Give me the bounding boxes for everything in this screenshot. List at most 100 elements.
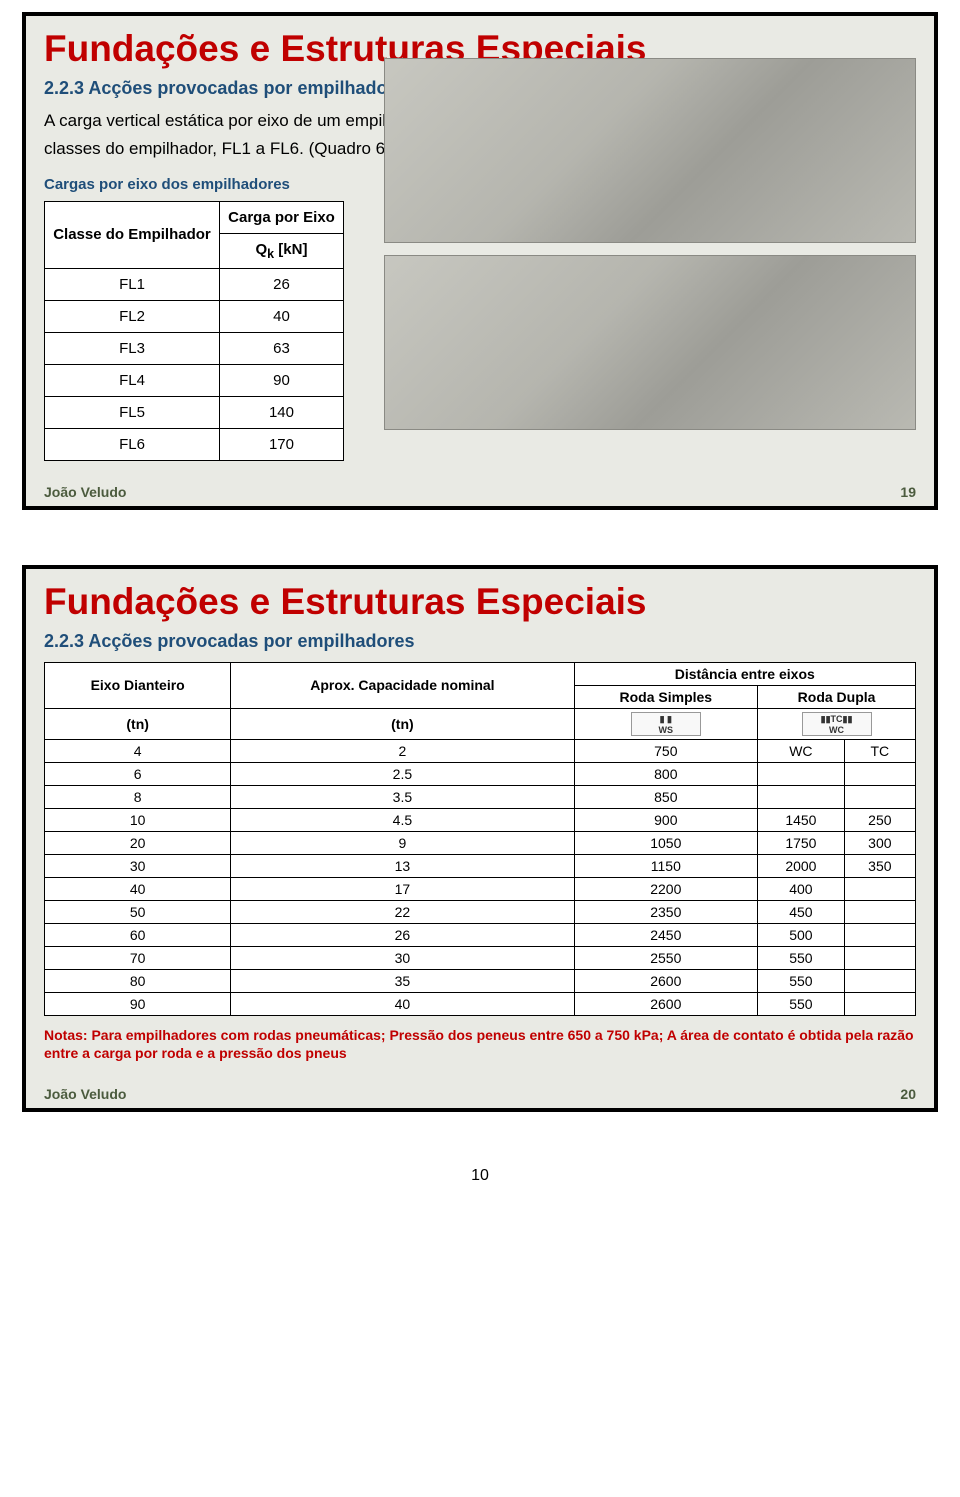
- table-row: FL490: [45, 364, 344, 396]
- table-row: 60262450500: [45, 923, 916, 946]
- cell: 2200: [574, 877, 758, 900]
- page-number: 10: [22, 1167, 938, 1185]
- th-unit1: (tn): [45, 708, 231, 739]
- slide-footer: João Veludo 20: [44, 1086, 916, 1102]
- forklift-image-2: [384, 255, 916, 430]
- cell: 300: [844, 831, 915, 854]
- cell: 20: [45, 831, 231, 854]
- footer-author: João Veludo: [44, 484, 126, 500]
- th-unit2: (tn): [231, 708, 574, 739]
- cell: 350: [844, 854, 915, 877]
- cell: 2350: [574, 900, 758, 923]
- cell: FL2: [45, 300, 220, 332]
- cell: 2.5: [231, 762, 574, 785]
- cell: 140: [219, 396, 343, 428]
- cell: [844, 992, 915, 1015]
- cell: 550: [758, 992, 845, 1015]
- cell: 550: [758, 946, 845, 969]
- table-row: FL5140: [45, 396, 344, 428]
- cell: 30: [231, 946, 574, 969]
- cell: [844, 762, 915, 785]
- cell: 1450: [758, 808, 845, 831]
- th-carga-bottom: Qk [kN]: [219, 233, 343, 268]
- intro-text-pre: A carga vertical estática por eixo de um…: [44, 111, 438, 130]
- cell: 63: [219, 332, 343, 364]
- cell: 250: [844, 808, 915, 831]
- cell: 450: [758, 900, 845, 923]
- table1-caption: Cargas por eixo dos empilhadores: [44, 176, 364, 193]
- cell: 90: [45, 992, 231, 1015]
- th-unit: [kN]: [274, 241, 307, 258]
- table-row: FL6170: [45, 428, 344, 460]
- cell: FL6: [45, 428, 220, 460]
- cell: [844, 785, 915, 808]
- cell: 9: [231, 831, 574, 854]
- th-diagram-simples: ▮ ▮WS: [574, 708, 758, 739]
- cell: 35: [231, 969, 574, 992]
- cell: [844, 923, 915, 946]
- table-row: 80352600550: [45, 969, 916, 992]
- cell: 750: [574, 739, 758, 762]
- slide-1: Fundações e Estruturas Especiais 2.2.3 A…: [22, 12, 938, 510]
- footer-page: 20: [900, 1086, 916, 1102]
- cell: 800: [574, 762, 758, 785]
- footer-author: João Veludo: [44, 1086, 126, 1102]
- th-dist: Distância entre eixos: [574, 662, 916, 685]
- cell: [844, 969, 915, 992]
- th-dupla: Roda Dupla: [758, 685, 916, 708]
- notes-text: Notas: Para empilhadores com rodas pneum…: [44, 1026, 916, 1064]
- cell: 850: [574, 785, 758, 808]
- cell: 2600: [574, 992, 758, 1015]
- th-var: Q: [256, 241, 268, 258]
- cell: 2: [231, 739, 574, 762]
- cell: 30: [45, 854, 231, 877]
- table-row: 83.5850: [45, 785, 916, 808]
- cell: [758, 762, 845, 785]
- cell: 90: [219, 364, 343, 396]
- cell: [844, 900, 915, 923]
- cell: 40: [231, 992, 574, 1015]
- table-distancia: Eixo Dianteiro Aprox. Capacidade nominal…: [44, 662, 916, 1016]
- cell: 26: [219, 268, 343, 300]
- cell: FL3: [45, 332, 220, 364]
- cell: 3.5: [231, 785, 574, 808]
- table-row: 62.5800: [45, 762, 916, 785]
- cell: FL4: [45, 364, 220, 396]
- table-row: 20910501750300: [45, 831, 916, 854]
- cell: FL5: [45, 396, 220, 428]
- footer-page: 19: [900, 484, 916, 500]
- cell: 1150: [574, 854, 758, 877]
- slide-2: Fundações e Estruturas Especiais 2.2.3 A…: [22, 565, 938, 1113]
- slide-footer: João Veludo 19: [44, 484, 916, 500]
- cell: [844, 877, 915, 900]
- th-carga-top: Carga por Eixo: [219, 201, 343, 233]
- cell: 70: [45, 946, 231, 969]
- cell: 26: [231, 923, 574, 946]
- cell: 500: [758, 923, 845, 946]
- cell: FL1: [45, 268, 220, 300]
- cell: [844, 946, 915, 969]
- cell: 40: [45, 877, 231, 900]
- cell: 2450: [574, 923, 758, 946]
- th-cap: Aprox. Capacidade nominal: [231, 662, 574, 708]
- cell: 40: [219, 300, 343, 332]
- cell: 6: [45, 762, 231, 785]
- cell: 2550: [574, 946, 758, 969]
- cell: 50: [45, 900, 231, 923]
- cell: 2600: [574, 969, 758, 992]
- table-row: 50222350450: [45, 900, 916, 923]
- cell: 4: [45, 739, 231, 762]
- cell: 60: [45, 923, 231, 946]
- slide-title: Fundações e Estruturas Especiais: [44, 581, 916, 623]
- cell: 4.5: [231, 808, 574, 831]
- table-row: FL126: [45, 268, 344, 300]
- table-row: FL240: [45, 300, 344, 332]
- table-row: 90402600550: [45, 992, 916, 1015]
- table-row: 42750WCTC: [45, 739, 916, 762]
- wheel-diagram-simples: ▮ ▮WS: [631, 712, 701, 736]
- cell: [758, 785, 845, 808]
- table-row: 301311502000350: [45, 854, 916, 877]
- cell: 2000: [758, 854, 845, 877]
- cell: 170: [219, 428, 343, 460]
- table-row: 70302550550: [45, 946, 916, 969]
